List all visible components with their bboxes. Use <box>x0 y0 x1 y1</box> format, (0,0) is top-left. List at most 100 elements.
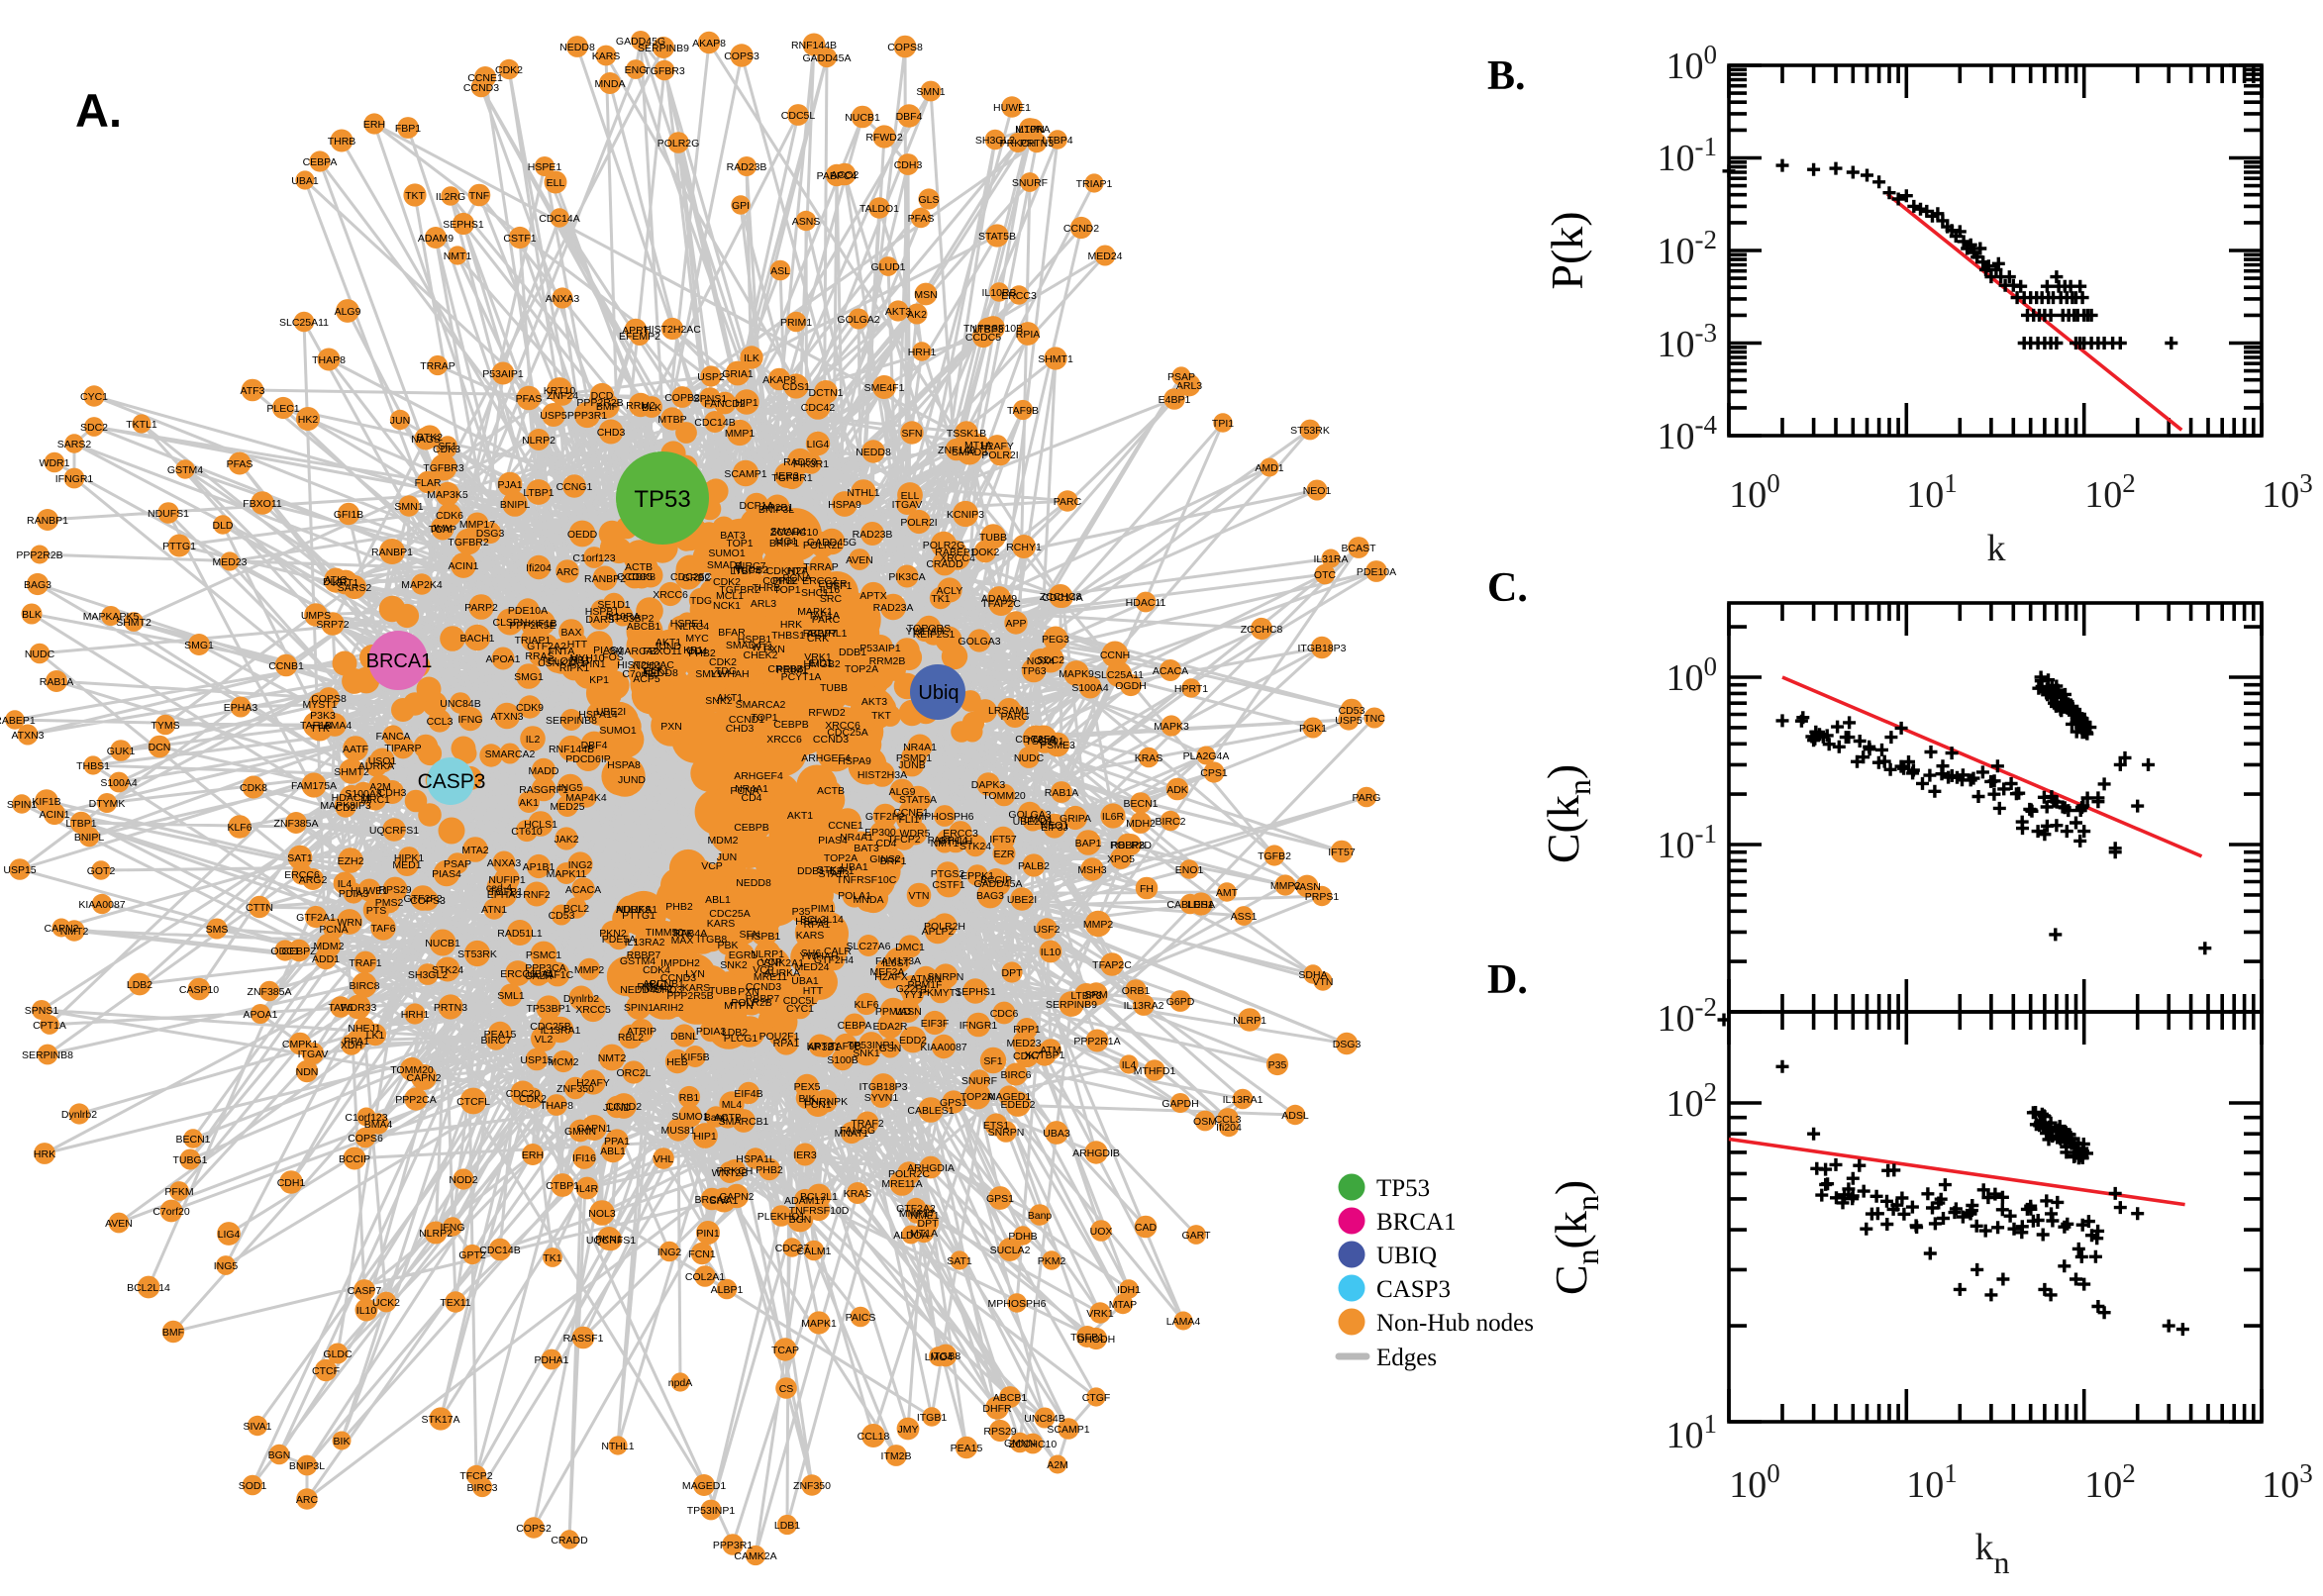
svg-text:Banp: Banp <box>1028 1210 1053 1222</box>
svg-text:LMO4: LMO4 <box>925 1351 954 1363</box>
svg-text:CAMK2A: CAMK2A <box>734 1550 776 1562</box>
svg-text:SIVA1: SIVA1 <box>710 1195 739 1207</box>
svg-text:PFAS: PFAS <box>516 393 543 405</box>
svg-text:TK1: TK1 <box>543 1252 561 1264</box>
svg-text:TOMM20: TOMM20 <box>982 790 1026 802</box>
svg-text:CCND2: CCND2 <box>606 1101 642 1113</box>
svg-text:CTCFL: CTCFL <box>456 1096 490 1108</box>
svg-text:OEDD: OEDD <box>567 529 598 541</box>
svg-text:VHL: VHL <box>654 1153 674 1165</box>
svg-text:POLR2G: POLR2G <box>657 138 700 150</box>
svg-text:ARC: ARC <box>556 566 579 578</box>
svg-text:IL10RA: IL10RA <box>1015 124 1050 136</box>
svg-text:KIF5B: KIF5B <box>680 1051 709 1063</box>
svg-text:KRT2: KRT2 <box>807 1041 834 1052</box>
svg-text:THBS1: THBS1 <box>76 760 110 772</box>
svg-text:PPP2R1A: PPP2R1A <box>1073 1036 1120 1047</box>
svg-text:YWHAH: YWHAH <box>799 950 838 962</box>
svg-text:MAP2K4: MAP2K4 <box>401 579 443 591</box>
svg-text:LTBP1: LTBP1 <box>523 487 554 499</box>
svg-text:SML1: SML1 <box>497 990 525 1002</box>
svg-text:AMT: AMT <box>1216 887 1239 899</box>
svg-text:PCYT1A: PCYT1A <box>781 671 822 683</box>
svg-text:MMP17: MMP17 <box>459 519 495 531</box>
svg-text:PIK3CA: PIK3CA <box>888 571 925 583</box>
svg-text:RPA1: RPA1 <box>773 1038 800 1049</box>
svg-text:C7orf20: C7orf20 <box>152 1206 190 1218</box>
svg-text:ASS1: ASS1 <box>1231 911 1258 923</box>
svg-text:B.: B. <box>1487 53 1526 99</box>
svg-text:KLF6: KLF6 <box>854 999 878 1011</box>
svg-text:ATXN3: ATXN3 <box>11 730 44 742</box>
svg-text:CAD: CAD <box>1135 1222 1158 1234</box>
svg-text:ML4: ML4 <box>722 1099 743 1111</box>
svg-text:EDED2: EDED2 <box>1000 1099 1035 1111</box>
svg-text:CSTF1: CSTF1 <box>932 879 964 891</box>
svg-text:DHODH: DHODH <box>1077 1334 1116 1346</box>
svg-text:CEBPA: CEBPA <box>838 1020 872 1032</box>
svg-text:ERH: ERH <box>363 119 385 131</box>
svg-text:ADAM9: ADAM9 <box>418 233 454 245</box>
svg-text:HIST2H2AC: HIST2H2AC <box>617 659 674 671</box>
svg-text:MED25: MED25 <box>550 801 584 813</box>
svg-text:GFI1B: GFI1B <box>334 509 363 521</box>
svg-text:APTX: APTX <box>859 590 886 602</box>
svg-text:PPP2R5E: PPP2R5E <box>509 620 556 632</box>
svg-text:TGFBR3: TGFBR3 <box>423 462 464 474</box>
svg-text:TGFBR2: TGFBR2 <box>448 537 489 549</box>
svg-text:CEBPB: CEBPB <box>773 719 809 731</box>
svg-text:KIAA0087: KIAA0087 <box>920 1042 966 1053</box>
svg-text:IL6ST: IL6ST <box>882 957 911 969</box>
svg-text:PIAS4: PIAS4 <box>818 835 848 847</box>
svg-text:RPS29: RPS29 <box>378 884 411 896</box>
svg-text:RAD23A: RAD23A <box>873 602 914 614</box>
svg-text:POLR2C: POLR2C <box>888 1168 930 1180</box>
svg-text:GRIA1: GRIA1 <box>722 368 754 380</box>
svg-text:GLS: GLS <box>918 194 939 206</box>
svg-text:GRB2: GRB2 <box>682 572 711 584</box>
svg-text:UBE2I: UBE2I <box>1007 894 1037 906</box>
svg-text:PRKCH: PRKCH <box>717 1165 754 1177</box>
svg-text:AURKA: AURKA <box>616 904 652 916</box>
svg-text:HSPA9: HSPA9 <box>838 755 871 767</box>
svg-text:10-2: 10-2 <box>1658 225 1718 272</box>
svg-text:SHMT2: SHMT2 <box>334 766 369 778</box>
svg-text:SHMT1: SHMT1 <box>1038 353 1073 365</box>
svg-text:FBXO11: FBXO11 <box>243 498 282 510</box>
svg-text:HRK: HRK <box>34 1148 55 1160</box>
svg-text:ZNF350: ZNF350 <box>556 1083 594 1095</box>
svg-text:PTGS2: PTGS2 <box>931 868 965 880</box>
svg-text:BCCIP: BCCIP <box>339 1153 370 1165</box>
svg-text:IFNGR1: IFNGR1 <box>55 473 94 485</box>
svg-text:D.: D. <box>1487 957 1528 1003</box>
svg-text:TFCP2: TFCP2 <box>459 1470 492 1482</box>
svg-text:PFAS: PFAS <box>908 213 935 225</box>
svg-text:SMN1: SMN1 <box>394 501 423 513</box>
svg-text:DSG3: DSG3 <box>476 528 505 540</box>
svg-text:GTF2A2: GTF2A2 <box>527 641 566 652</box>
svg-text:PDHA1: PDHA1 <box>534 1354 568 1366</box>
svg-text:HK2: HK2 <box>298 414 319 426</box>
svg-text:CDC25C: CDC25C <box>670 571 712 583</box>
svg-text:EGFR: EGFR <box>818 578 848 590</box>
svg-text:POLR2G: POLR2G <box>923 540 965 551</box>
svg-text:TUBB: TUBB <box>979 532 1007 544</box>
svg-text:NMT2: NMT2 <box>60 926 89 938</box>
svg-text:CTCF: CTCF <box>312 1365 340 1377</box>
svg-text:BIRC6: BIRC6 <box>1001 1069 1032 1081</box>
svg-text:IL4: IL4 <box>1122 1059 1137 1071</box>
svg-text:DLAT: DLAT <box>323 576 350 588</box>
svg-text:CDH3: CDH3 <box>378 787 407 799</box>
svg-text:VASN: VASN <box>1293 881 1321 893</box>
svg-text:Dynlrb2: Dynlrb2 <box>563 993 599 1005</box>
svg-text:COL2A1: COL2A1 <box>685 1271 725 1283</box>
svg-text:MG1: MG1 <box>775 536 798 548</box>
svg-text:PPP3CA: PPP3CA <box>525 962 565 974</box>
svg-text:ZCCHC8: ZCCHC8 <box>1040 591 1082 603</box>
svg-text:STAT5B: STAT5B <box>978 231 1016 243</box>
svg-text:SPNS1: SPNS1 <box>25 1005 59 1017</box>
svg-text:102: 102 <box>1666 1077 1718 1125</box>
svg-text:MNDA: MNDA <box>595 78 626 90</box>
svg-text:HTT: HTT <box>803 985 824 997</box>
svg-text:ERCC6: ERCC6 <box>500 968 536 980</box>
